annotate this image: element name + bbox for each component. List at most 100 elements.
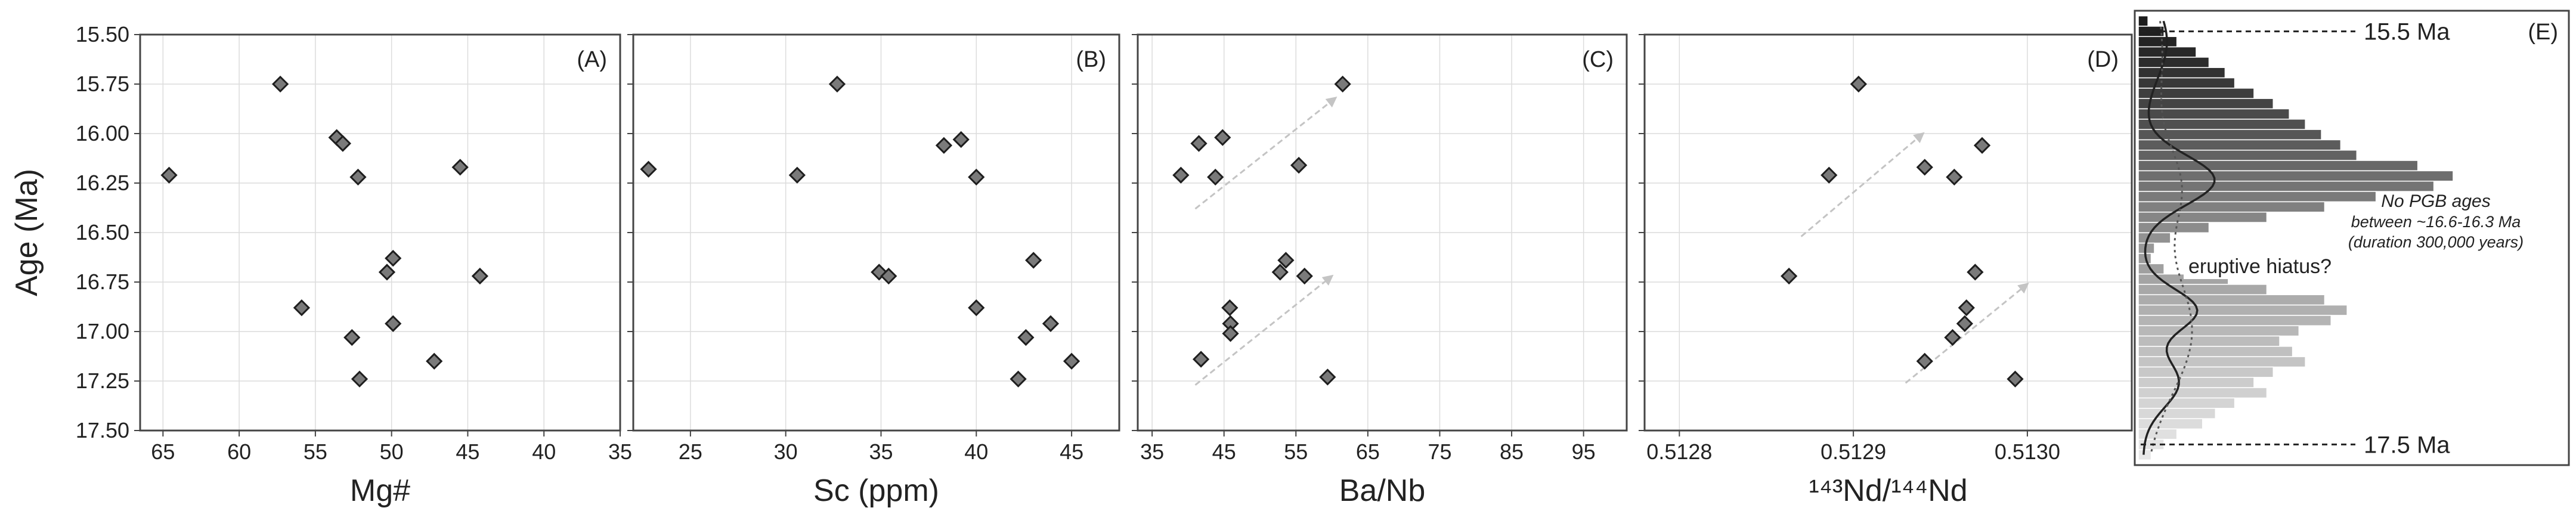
x-tick-label: 85 <box>1500 439 1524 464</box>
data-point <box>1042 315 1060 332</box>
y-tick-label: 16.25 <box>76 171 129 195</box>
x-tick-label: 35 <box>608 439 632 464</box>
histogram-bar <box>2138 232 2171 244</box>
x-tick-label: 0.5128 <box>1646 439 1712 464</box>
data-point <box>343 329 361 346</box>
data-point <box>351 370 369 388</box>
data-point <box>1190 135 1208 152</box>
data-point <box>1296 267 1313 285</box>
x-axis-title: Mg# <box>350 473 410 508</box>
data-point <box>828 75 846 93</box>
panel-d-nd-isotope: 0.5128 0.5129 0.5130 ¹⁴³Nd/¹⁴⁴Nd (D) <box>1639 33 2133 508</box>
data-point <box>968 299 985 317</box>
histogram-bar <box>2138 377 2255 388</box>
x-axis-title: ¹⁴³Nd/¹⁴⁴Nd <box>1809 473 1967 508</box>
panel-letter: (C) <box>1582 47 1614 72</box>
panel-letter: (A) <box>577 47 607 72</box>
x-tick-label: 40 <box>532 439 556 464</box>
y-tick-label: 16.50 <box>76 220 129 244</box>
grid <box>1138 34 1627 431</box>
data-point <box>385 315 402 332</box>
histogram-bar <box>2138 356 2306 368</box>
histogram-bar <box>2138 397 2236 409</box>
data-point <box>640 160 657 178</box>
data-point <box>471 267 489 285</box>
data-point <box>788 166 806 184</box>
y-tick-label: 17.25 <box>76 369 129 393</box>
data-point <box>968 168 985 186</box>
data-point <box>1192 351 1210 368</box>
y-tick-label: 15.50 <box>76 22 129 47</box>
panel-e-age-histogram: 15.5 Ma 17.5 Ma (E) eruptive hiatus? No PGB … <box>2134 10 2570 466</box>
x-tick-label: 40 <box>964 439 988 464</box>
data-point <box>952 131 970 148</box>
y-tick-label: 15.75 <box>76 72 129 96</box>
histogram-bar <box>2138 88 2255 99</box>
panel-b-scandium: 25 30 35 40 45 Sc (ppm) (B) <box>627 33 1120 508</box>
trend-arrow <box>1194 97 1337 210</box>
x-tick-label: 0.5130 <box>1995 439 2060 464</box>
data-point <box>1222 325 1239 342</box>
x-tick-label: 35 <box>869 439 893 464</box>
histogram-bar <box>2138 108 2290 120</box>
histogram-bar <box>2138 129 2322 141</box>
data-point <box>1973 137 1991 154</box>
data-point <box>1944 329 1961 346</box>
data-point <box>1946 168 1963 186</box>
y-tick-label: 16.00 <box>76 121 129 145</box>
x-tick-label: 65 <box>151 439 175 464</box>
reference-line-label: 15.5 Ma <box>2364 19 2450 45</box>
data-point <box>1025 252 1042 269</box>
histogram-bar <box>2138 387 2268 399</box>
histogram-bar <box>2138 150 2358 161</box>
data-point <box>271 75 289 93</box>
histogram-bar <box>2138 77 2236 89</box>
x-tick-label: 50 <box>380 439 404 464</box>
data-point <box>1850 75 1868 93</box>
panel-c-ba-nb: 35 45 55 65 75 85 95 Ba/Nb (C) <box>1132 33 1628 508</box>
data-point <box>1290 156 1308 174</box>
x-tick-label: 45 <box>456 439 479 464</box>
x-tick-label: 25 <box>679 439 702 464</box>
data-point <box>1172 166 1190 184</box>
x-tick-label: 45 <box>1212 439 1236 464</box>
data-point <box>1334 75 1351 93</box>
panel-letter: (D) <box>2087 47 2119 72</box>
data-point <box>935 137 953 154</box>
reference-line-label: 17.5 Ma <box>2364 432 2450 458</box>
data-point <box>1017 329 1035 346</box>
data-point <box>1958 299 1975 317</box>
histogram-bar <box>2138 284 2268 296</box>
histogram-bar <box>2138 36 2178 48</box>
histogram-bar <box>2138 315 2332 326</box>
histogram-bar <box>2138 408 2216 419</box>
histogram-bar <box>2138 191 2377 203</box>
x-tick-label: 45 <box>1060 439 1083 464</box>
x-tick-label: 95 <box>1572 439 1596 464</box>
panel-a-mg-number: 65 60 55 50 45 40 35 15.50 15.75 16.00 16.25 16.50 1… <box>10 22 632 508</box>
histogram-bar <box>2138 211 2268 223</box>
data-point <box>1063 352 1080 370</box>
histogram-bar <box>2138 418 2203 430</box>
data-point <box>1956 315 1974 332</box>
x-axis-title: Sc (ppm) <box>813 473 939 508</box>
histogram-frame <box>2134 10 2570 466</box>
x-tick-label: 60 <box>227 439 251 464</box>
x-tick-label: 35 <box>1140 439 1164 464</box>
data-point <box>160 166 178 184</box>
density-curve-dotted <box>2150 21 2193 456</box>
trend-arrow <box>1800 132 1925 237</box>
histogram-bar <box>2138 428 2178 440</box>
data-point <box>1207 168 1224 186</box>
histogram-bar <box>2138 325 2300 337</box>
trend-arrow <box>1194 274 1334 386</box>
panel-letter: (E) <box>2528 20 2558 45</box>
data-point <box>1319 369 1336 386</box>
x-tick-label: 55 <box>1284 439 1308 464</box>
density-curve-solid <box>2142 20 2216 455</box>
data-point <box>1967 264 1984 281</box>
trend-arrow <box>1905 283 2029 384</box>
x-tick-label: 30 <box>774 439 798 464</box>
histogram-bar <box>2138 335 2280 347</box>
x-axis-title: Ba/Nb <box>1339 473 1426 508</box>
